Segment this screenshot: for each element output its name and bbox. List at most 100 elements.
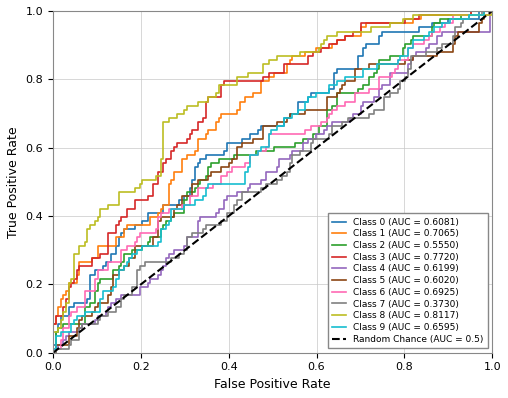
Class 5 (AUC = 0.6020)	[50, 350, 56, 355]
Class 7 (AUC = 0.3730)	[310, 136, 316, 141]
Class 8 (AUC = 0.8117)	[263, 62, 269, 67]
Class 8 (AUC = 0.8117)	[261, 70, 267, 75]
Class 1 (AUC = 0.7065)	[271, 74, 277, 79]
Class 5 (AUC = 0.6020)	[287, 111, 293, 116]
Class 5 (AUC = 0.6020)	[295, 111, 301, 116]
Class 5 (AUC = 0.6020)	[229, 161, 235, 166]
Class 6 (AUC = 0.6925)	[203, 185, 209, 190]
Class 8 (AUC = 0.8117)	[161, 120, 167, 125]
Class 7 (AUC = 0.3730)	[308, 144, 314, 149]
Line: Class 9 (AUC = 0.6595): Class 9 (AUC = 0.6595)	[53, 11, 492, 353]
Line: Class 4 (AUC = 0.6199): Class 4 (AUC = 0.6199)	[53, 11, 492, 353]
Class 1 (AUC = 0.7065)	[302, 50, 308, 55]
Class 2 (AUC = 0.5550)	[334, 99, 340, 104]
Class 3 (AUC = 0.7720)	[174, 140, 180, 145]
Class 4 (AUC = 0.6199)	[305, 140, 311, 145]
Class 7 (AUC = 0.3730)	[50, 350, 56, 355]
Class 6 (AUC = 0.6925)	[300, 132, 306, 137]
Class 2 (AUC = 0.5550)	[487, 8, 493, 13]
Class 3 (AUC = 0.7720)	[200, 116, 206, 121]
Class 8 (AUC = 0.8117)	[339, 29, 345, 34]
Class 0 (AUC = 0.6081)	[489, 8, 495, 13]
Class 3 (AUC = 0.7720)	[263, 74, 269, 79]
Class 6 (AUC = 0.6925)	[376, 87, 382, 92]
Class 2 (AUC = 0.5550)	[310, 136, 316, 141]
Class 2 (AUC = 0.5550)	[489, 8, 495, 13]
Class 7 (AUC = 0.3730)	[224, 219, 230, 223]
Class 2 (AUC = 0.5550)	[50, 350, 56, 355]
Class 3 (AUC = 0.7720)	[342, 33, 348, 38]
Class 9 (AUC = 0.6595)	[203, 185, 209, 190]
Class 1 (AUC = 0.7065)	[208, 128, 214, 133]
Class 4 (AUC = 0.6199)	[310, 136, 316, 141]
Class 7 (AUC = 0.3730)	[344, 116, 351, 121]
Class 1 (AUC = 0.7065)	[489, 8, 495, 13]
Class 7 (AUC = 0.3730)	[489, 8, 495, 13]
Line: Class 2 (AUC = 0.5550): Class 2 (AUC = 0.5550)	[53, 11, 492, 353]
Class 6 (AUC = 0.6925)	[50, 350, 56, 355]
Class 5 (AUC = 0.6020)	[489, 8, 495, 13]
Class 2 (AUC = 0.5550)	[368, 74, 374, 79]
Class 0 (AUC = 0.6081)	[355, 54, 361, 59]
Class 8 (AUC = 0.8117)	[50, 350, 56, 355]
Line: Class 5 (AUC = 0.6020): Class 5 (AUC = 0.6020)	[53, 11, 492, 353]
Class 5 (AUC = 0.6020)	[481, 8, 487, 13]
Class 4 (AUC = 0.6199)	[487, 8, 493, 13]
Y-axis label: True Positive Rate: True Positive Rate	[7, 126, 20, 238]
Line: Class 7 (AUC = 0.3730): Class 7 (AUC = 0.3730)	[53, 11, 492, 353]
Class 4 (AUC = 0.6199)	[215, 206, 221, 211]
Class 4 (AUC = 0.6199)	[244, 185, 250, 190]
Class 2 (AUC = 0.5550)	[226, 157, 232, 162]
Class 0 (AUC = 0.6081)	[295, 111, 301, 116]
Class 8 (AUC = 0.8117)	[489, 8, 495, 13]
Class 7 (AUC = 0.3730)	[479, 8, 485, 13]
Class 5 (AUC = 0.6020)	[331, 95, 337, 100]
Class 4 (AUC = 0.6199)	[489, 8, 495, 13]
Class 7 (AUC = 0.3730)	[382, 95, 388, 100]
X-axis label: False Positive Rate: False Positive Rate	[214, 378, 331, 391]
Class 9 (AUC = 0.6595)	[50, 350, 56, 355]
Class 6 (AUC = 0.6925)	[487, 8, 493, 13]
Legend: Class 0 (AUC = 0.6081), Class 1 (AUC = 0.7065), Class 2 (AUC = 0.5550), Class 3 : Class 0 (AUC = 0.6081), Class 1 (AUC = 0…	[328, 213, 488, 348]
Line: Class 3 (AUC = 0.7720): Class 3 (AUC = 0.7720)	[53, 11, 492, 353]
Class 5 (AUC = 0.6020)	[363, 66, 369, 71]
Class 6 (AUC = 0.6925)	[337, 103, 343, 108]
Class 0 (AUC = 0.6081)	[192, 169, 198, 174]
Class 1 (AUC = 0.7065)	[342, 33, 348, 38]
Class 4 (AUC = 0.6199)	[376, 87, 382, 92]
Class 9 (AUC = 0.6595)	[363, 66, 369, 71]
Class 2 (AUC = 0.5550)	[197, 178, 203, 182]
Class 3 (AUC = 0.7720)	[489, 8, 495, 13]
Line: Class 1 (AUC = 0.7065): Class 1 (AUC = 0.7065)	[53, 11, 492, 353]
Class 8 (AUC = 0.8117)	[192, 103, 198, 108]
Class 9 (AUC = 0.6595)	[481, 8, 487, 13]
Line: Class 6 (AUC = 0.6925): Class 6 (AUC = 0.6925)	[53, 11, 492, 353]
Class 1 (AUC = 0.7065)	[50, 350, 56, 355]
Class 9 (AUC = 0.6595)	[289, 116, 295, 121]
Class 8 (AUC = 0.8117)	[302, 50, 308, 55]
Class 3 (AUC = 0.7720)	[268, 70, 274, 75]
Line: Class 0 (AUC = 0.6081): Class 0 (AUC = 0.6081)	[53, 11, 492, 353]
Class 0 (AUC = 0.6081)	[326, 87, 332, 92]
Line: Class 8 (AUC = 0.8117): Class 8 (AUC = 0.8117)	[53, 11, 492, 353]
Class 4 (AUC = 0.6199)	[50, 350, 56, 355]
Class 7 (AUC = 0.3730)	[247, 190, 253, 195]
Class 5 (AUC = 0.6020)	[197, 178, 203, 182]
Class 6 (AUC = 0.6925)	[489, 8, 495, 13]
Class 0 (AUC = 0.6081)	[287, 111, 293, 116]
Class 0 (AUC = 0.6081)	[221, 148, 227, 153]
Class 0 (AUC = 0.6081)	[476, 8, 482, 13]
Class 3 (AUC = 0.7720)	[50, 350, 56, 355]
Class 0 (AUC = 0.6081)	[50, 350, 56, 355]
Class 9 (AUC = 0.6595)	[326, 87, 332, 92]
Class 9 (AUC = 0.6595)	[242, 181, 248, 186]
Class 2 (AUC = 0.5550)	[302, 136, 308, 141]
Class 1 (AUC = 0.7065)	[266, 78, 272, 83]
Class 9 (AUC = 0.6595)	[295, 111, 301, 116]
Class 4 (AUC = 0.6199)	[347, 120, 353, 125]
Class 6 (AUC = 0.6925)	[305, 128, 311, 133]
Class 6 (AUC = 0.6925)	[232, 165, 238, 170]
Class 1 (AUC = 0.7065)	[468, 8, 474, 13]
Class 1 (AUC = 0.7065)	[184, 157, 190, 162]
Class 9 (AUC = 0.6595)	[489, 8, 495, 13]
